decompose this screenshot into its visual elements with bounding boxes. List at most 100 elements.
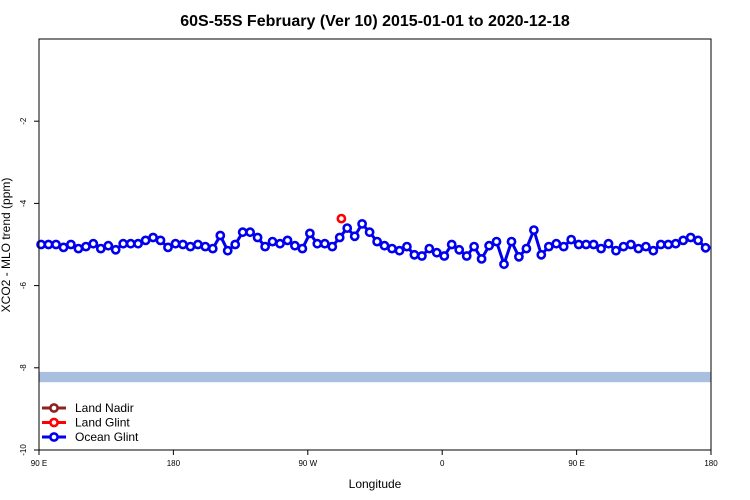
x-axis-ticks: 90 E 180 90 W 0 90 E 180 bbox=[31, 450, 718, 468]
plot-frame bbox=[38, 38, 712, 451]
data-point bbox=[387, 243, 397, 254]
data-point bbox=[364, 227, 375, 238]
data-point bbox=[170, 238, 181, 249]
data-point bbox=[394, 245, 405, 256]
data-point bbox=[431, 247, 442, 258]
data-point bbox=[611, 245, 621, 256]
data-point bbox=[245, 227, 255, 238]
x-tick-label: 180 bbox=[167, 459, 181, 468]
data-point bbox=[663, 239, 674, 250]
data-point bbox=[207, 243, 218, 254]
data-point bbox=[327, 241, 338, 252]
data-point bbox=[275, 238, 285, 249]
data-point bbox=[312, 238, 323, 249]
data-point bbox=[603, 238, 614, 249]
data-point bbox=[336, 213, 347, 224]
data-point bbox=[110, 244, 121, 255]
data-point bbox=[521, 243, 532, 254]
data-point bbox=[230, 239, 241, 250]
y-tick-label: -2 bbox=[19, 117, 28, 125]
y-tick-label: -10 bbox=[19, 444, 28, 456]
x-axis-label: Longitude bbox=[349, 477, 402, 491]
data-point bbox=[670, 238, 681, 249]
data-point bbox=[103, 240, 114, 251]
legend-label: Ocean Glint bbox=[75, 430, 139, 444]
data-point bbox=[641, 241, 651, 252]
data-point bbox=[596, 243, 606, 254]
data-point bbox=[215, 230, 226, 241]
reference-band bbox=[39, 371, 711, 383]
data-point bbox=[222, 245, 233, 256]
data-point bbox=[297, 243, 308, 254]
data-point bbox=[558, 241, 569, 252]
legend-swatch-marker bbox=[49, 417, 59, 428]
data-point bbox=[491, 236, 502, 247]
legend-swatch-marker bbox=[49, 403, 59, 413]
data-point bbox=[200, 241, 211, 252]
data-point bbox=[133, 238, 143, 249]
data-point bbox=[506, 236, 517, 247]
legend-item: Land Glint bbox=[42, 416, 130, 430]
data-point bbox=[536, 249, 547, 260]
data-point bbox=[177, 239, 188, 250]
data-point bbox=[626, 239, 636, 250]
data-point bbox=[484, 240, 494, 251]
band-layer bbox=[39, 371, 711, 383]
data-point bbox=[469, 241, 479, 252]
y-axis-label: XCO2 - MLO trend (ppm) bbox=[0, 178, 13, 313]
legend-item: Ocean Glint bbox=[42, 430, 139, 444]
data-point bbox=[349, 231, 360, 242]
series-points bbox=[36, 213, 711, 270]
data-point bbox=[401, 241, 412, 252]
x-tick-label: 90 E bbox=[31, 459, 47, 468]
data-point bbox=[543, 241, 554, 252]
data-point bbox=[416, 251, 427, 261]
y-tick-label: -6 bbox=[19, 281, 28, 289]
data-point bbox=[357, 218, 367, 229]
data-point bbox=[409, 249, 420, 260]
legend-label: Land Nadir bbox=[75, 401, 134, 415]
x-tick-label: 0 bbox=[440, 459, 445, 468]
x-tick-label: 90 W bbox=[298, 459, 317, 468]
data-point bbox=[461, 251, 472, 261]
data-point bbox=[514, 251, 524, 262]
data-point bbox=[163, 242, 173, 253]
data-point bbox=[73, 243, 84, 254]
data-point bbox=[700, 242, 711, 253]
data-point bbox=[43, 239, 54, 250]
data-point bbox=[66, 239, 76, 250]
data-point bbox=[633, 243, 644, 254]
data-point bbox=[588, 239, 599, 250]
data-point bbox=[566, 234, 577, 245]
data-point bbox=[267, 236, 278, 247]
data-point bbox=[334, 232, 345, 243]
data-point bbox=[260, 241, 270, 252]
y-axis-ticks: -2 -4 -6 -8 -10 bbox=[19, 117, 39, 456]
data-point bbox=[476, 253, 487, 264]
data-point bbox=[499, 259, 509, 270]
legend-item: Land Nadir bbox=[42, 401, 134, 415]
data-point bbox=[678, 235, 689, 246]
data-point bbox=[454, 244, 465, 255]
data-point bbox=[529, 225, 539, 235]
data-point bbox=[282, 235, 293, 246]
y-tick-label: -8 bbox=[19, 364, 28, 372]
data-point bbox=[319, 238, 330, 249]
data-point bbox=[648, 245, 659, 256]
legend-swatch-marker bbox=[49, 432, 59, 442]
x-tick-label: 90 E bbox=[568, 459, 584, 468]
data-point bbox=[289, 240, 300, 251]
legend-label: Land Glint bbox=[75, 416, 130, 430]
data-point bbox=[581, 239, 591, 250]
y-tick-label: -4 bbox=[19, 199, 28, 207]
data-point bbox=[140, 235, 151, 246]
data-point bbox=[372, 236, 382, 247]
data-point bbox=[693, 235, 703, 246]
data-point bbox=[252, 232, 263, 243]
x-tick-label: 180 bbox=[704, 459, 718, 468]
data-point bbox=[88, 238, 99, 249]
data-point bbox=[304, 228, 315, 239]
data-point bbox=[655, 239, 666, 250]
